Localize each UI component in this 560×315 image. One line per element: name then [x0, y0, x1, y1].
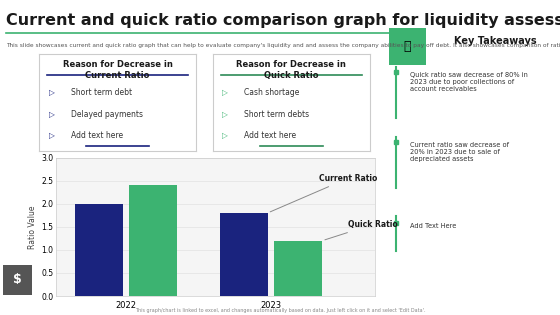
Text: Cash shortage: Cash shortage — [244, 88, 300, 97]
Text: 📄: 📄 — [404, 40, 411, 53]
Text: Current ratio saw decrease of
20% in 2023 due to sale of
depreciated assets: Current ratio saw decrease of 20% in 202… — [410, 142, 509, 162]
Text: This graph/chart is linked to excel, and changes automatically based on data. Ju: This graph/chart is linked to excel, and… — [135, 308, 425, 313]
Text: ▷: ▷ — [49, 131, 54, 140]
Bar — [220, 213, 268, 296]
Text: Add text here: Add text here — [71, 131, 123, 140]
Text: Delayed payments: Delayed payments — [71, 110, 143, 118]
Text: Current Ratio: Current Ratio — [270, 174, 377, 212]
Y-axis label: Ratio Value: Ratio Value — [28, 205, 37, 249]
Text: Short term debts: Short term debts — [244, 110, 309, 118]
Text: ▷: ▷ — [222, 88, 228, 97]
Text: This slide showcases current and quick ratio graph that can help to evaluate com: This slide showcases current and quick r… — [6, 43, 560, 48]
Text: $: $ — [13, 273, 22, 286]
Text: ▷: ▷ — [222, 131, 228, 140]
Text: Add text here: Add text here — [244, 131, 296, 140]
Bar — [129, 185, 177, 296]
Text: Quick ratio saw decrease of 80% in
2023 due to poor collections of
account recei: Quick ratio saw decrease of 80% in 2023 … — [410, 72, 528, 92]
Text: Short term debt: Short term debt — [71, 88, 132, 97]
Text: ▷: ▷ — [49, 110, 54, 118]
Text: Current and quick ratio comparison graph for liquidity assessment: Current and quick ratio comparison graph… — [6, 13, 560, 28]
Text: Add Text Here: Add Text Here — [410, 223, 456, 229]
Text: Quick Ratio: Quick Ratio — [325, 220, 398, 240]
Text: Reason for Decrease in
Current Ratio: Reason for Decrease in Current Ratio — [63, 60, 172, 80]
Text: Reason for Decrease in
Quick Ratio: Reason for Decrease in Quick Ratio — [236, 60, 346, 80]
Bar — [274, 241, 323, 296]
Text: Key Takeaways: Key Takeaways — [454, 36, 536, 46]
Bar — [75, 204, 123, 296]
Text: ▷: ▷ — [222, 110, 228, 118]
Text: ▷: ▷ — [49, 88, 54, 97]
